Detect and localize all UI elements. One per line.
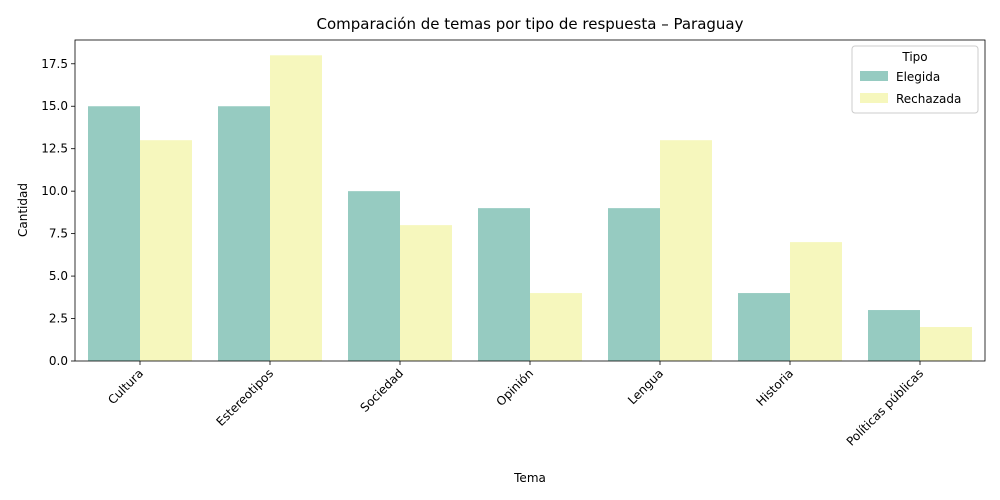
legend-label-rechazada: Rechazada — [896, 92, 961, 106]
x-tick-label: Estereotipos — [213, 366, 276, 429]
plot-area: 0.0 2.5 5.0 7.5 10.0 12.5 15.0 17.5 Cultura Ester… — [41, 39, 986, 449]
legend-swatch-rechazada — [860, 93, 888, 103]
legend-swatch-elegida — [860, 71, 888, 81]
bar-elegida-6 — [868, 310, 920, 361]
legend-title: Tipo — [901, 50, 927, 64]
x-tick-label: Políticas públicas — [844, 366, 926, 448]
bar-rechazada-2 — [400, 225, 452, 361]
x-axis-label: Tema — [513, 471, 546, 485]
x-tick-label: Opinión — [493, 366, 536, 409]
y-tick-label: 17.5 — [41, 57, 68, 71]
bar-elegida-5 — [738, 293, 790, 361]
bar-rechazada-6 — [920, 327, 972, 361]
y-tick-label: 5.0 — [49, 269, 68, 283]
legend: Tipo Elegida Rechazada — [851, 45, 979, 114]
x-tick-label: Lengua — [625, 366, 666, 407]
bar-rechazada-1 — [270, 55, 322, 362]
y-tick-label: 0.0 — [49, 354, 68, 368]
bar-rechazada-5 — [790, 242, 842, 361]
x-tick-label: Cultura — [105, 366, 146, 407]
bar-elegida-0 — [88, 106, 140, 361]
x-tick-label: Historia — [753, 366, 796, 409]
bar-elegida-2 — [348, 191, 400, 361]
y-tick-label: 10.0 — [41, 184, 68, 198]
bar-rechazada-4 — [660, 140, 712, 361]
bar-elegida-4 — [608, 208, 660, 361]
chart-title: Comparación de temas por tipo de respues… — [317, 15, 744, 33]
x-tick-label: Sociedad — [357, 366, 406, 415]
bar-rechazada-3 — [530, 293, 582, 361]
legend-label-elegida: Elegida — [896, 70, 940, 84]
y-tick-label: 7.5 — [49, 227, 68, 241]
y-tick-label: 15.0 — [41, 99, 68, 113]
bar-elegida-3 — [478, 208, 530, 361]
y-axis-label: Cantidad — [16, 183, 30, 237]
bar-rechazada-0 — [140, 140, 192, 361]
y-tick-label: 2.5 — [49, 312, 68, 326]
y-tick-label: 12.5 — [41, 142, 68, 156]
bar-elegida-1 — [218, 106, 270, 361]
